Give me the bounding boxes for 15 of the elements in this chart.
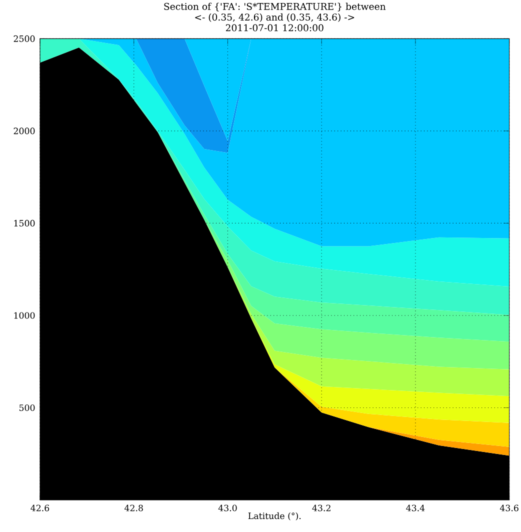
- x-tick-label: 43.6: [500, 504, 518, 512]
- text: 2011-07-01 12:00:00: [226, 24, 324, 32]
- y-tick-label: 500: [19, 404, 35, 412]
- y-tick-label: 1000: [14, 312, 35, 319]
- x-tick-label: 43.0: [218, 504, 237, 512]
- x-tick-label: 42.8: [124, 504, 143, 512]
- y-tick-label: 2500: [14, 35, 35, 42]
- y-tick-label: 1500: [14, 220, 35, 226]
- y-tick-label: 2000: [14, 128, 35, 134]
- chart-title: Section of {'FA': 'S*TEMPERATURE'} between: [164, 2, 386, 12]
- x-tick-label: 43.4: [406, 504, 425, 512]
- x-tick-label: 43.2: [312, 504, 330, 512]
- x-tick-label: 42.6: [30, 504, 50, 512]
- x-axis-title: Latitude (°).: [248, 512, 301, 520]
- chart-subtitle: <- (0.35, 42.6) and (0.35, 43.6) ->: [195, 13, 354, 22]
